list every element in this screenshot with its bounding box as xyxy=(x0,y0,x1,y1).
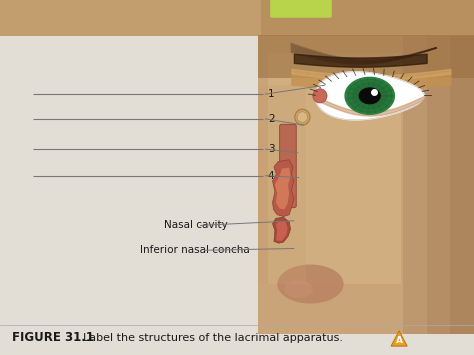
Bar xyxy=(268,53,401,284)
Bar xyxy=(0,0,261,36)
Ellipse shape xyxy=(284,280,313,298)
Text: Label the structures of the lacrimal apparatus.: Label the structures of the lacrimal app… xyxy=(83,333,343,343)
Text: 3: 3 xyxy=(268,144,274,154)
Ellipse shape xyxy=(277,264,344,304)
Ellipse shape xyxy=(295,109,310,125)
Polygon shape xyxy=(273,160,294,217)
Polygon shape xyxy=(391,331,407,346)
Ellipse shape xyxy=(313,89,327,103)
Polygon shape xyxy=(353,83,387,109)
Bar xyxy=(0,0,474,36)
Polygon shape xyxy=(275,168,291,209)
Text: 4: 4 xyxy=(268,171,274,181)
Text: FIGURE 31.1: FIGURE 31.1 xyxy=(12,332,94,344)
Text: A: A xyxy=(396,336,402,345)
Polygon shape xyxy=(347,79,392,113)
Polygon shape xyxy=(315,72,424,120)
Polygon shape xyxy=(359,88,380,104)
Bar xyxy=(258,85,306,284)
Bar xyxy=(427,36,450,334)
Ellipse shape xyxy=(297,112,308,122)
Bar xyxy=(403,36,427,334)
Text: 2: 2 xyxy=(268,114,274,124)
FancyBboxPatch shape xyxy=(280,124,296,208)
FancyBboxPatch shape xyxy=(270,0,332,18)
Bar xyxy=(258,36,474,78)
Text: 1: 1 xyxy=(268,89,274,99)
Bar xyxy=(450,36,474,334)
Polygon shape xyxy=(273,217,291,243)
Text: Nasal cavity: Nasal cavity xyxy=(164,220,227,230)
Bar xyxy=(0,36,474,334)
Bar xyxy=(258,36,474,334)
Polygon shape xyxy=(276,221,288,241)
Polygon shape xyxy=(345,77,394,114)
Text: Inferior nasal concha: Inferior nasal concha xyxy=(140,245,250,255)
